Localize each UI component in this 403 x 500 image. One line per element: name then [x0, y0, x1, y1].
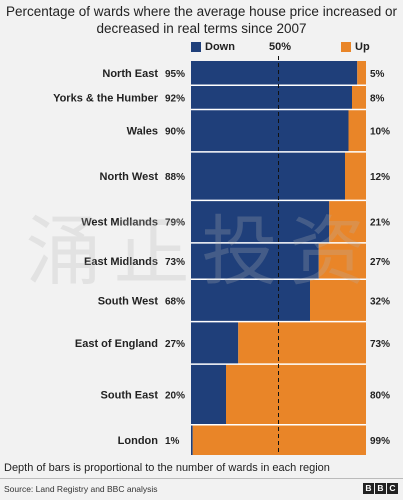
down-value-label: 73%	[165, 257, 185, 268]
bar-down	[191, 242, 319, 280]
bbc-logo: B B C	[363, 483, 398, 494]
up-value-label: 80%	[370, 390, 390, 401]
bar-up	[357, 61, 366, 86]
bar-down	[191, 364, 226, 425]
up-value-label: 5%	[370, 69, 385, 80]
bbc-logo-letter: B	[363, 483, 374, 494]
bar-up	[348, 109, 366, 152]
bar-up	[226, 364, 366, 425]
up-value-label: 73%	[370, 339, 390, 350]
legend-down-swatch	[191, 42, 201, 52]
midpoint-label: 50%	[268, 41, 292, 53]
source-note: Source: Land Registry and BBC analysis	[4, 484, 158, 494]
bar-up	[345, 151, 366, 201]
legend-up-label: Up	[355, 41, 370, 53]
down-value-label: 1%	[165, 436, 180, 447]
category-label: South East	[101, 389, 159, 401]
legend-down: Down	[191, 41, 235, 53]
down-value-label: 27%	[165, 339, 185, 350]
footnote: Depth of bars is proportional to the num…	[4, 462, 330, 474]
category-label: Yorks & the Humber	[53, 92, 159, 104]
bbc-logo-letter: C	[387, 483, 398, 494]
up-value-label: 32%	[370, 296, 390, 307]
up-value-label: 99%	[370, 436, 390, 447]
bar-down	[191, 321, 239, 365]
category-label: East of England	[75, 338, 158, 350]
bar-up	[352, 85, 366, 110]
category-label: Wales	[127, 126, 158, 138]
bbc-logo-letter: B	[375, 483, 386, 494]
bar-down	[191, 109, 349, 152]
category-label: London	[118, 435, 159, 447]
up-value-label: 21%	[370, 218, 390, 229]
bar-up	[238, 321, 366, 365]
stacked-bar-chart: North East 95% 5% Yorks & the Humber 92% 8% Wa…	[53, 56, 390, 455]
bar-down	[191, 424, 193, 455]
down-value-label: 79%	[165, 218, 185, 229]
chart-title: Percentage of wards where the average ho…	[6, 4, 397, 36]
legend-up-swatch	[341, 42, 351, 52]
down-value-label: 92%	[165, 93, 185, 104]
down-value-label: 20%	[165, 390, 185, 401]
down-value-label: 95%	[165, 69, 185, 80]
bar-down	[191, 61, 358, 86]
up-value-label: 8%	[370, 93, 385, 104]
bar-up	[329, 200, 366, 243]
down-value-label: 88%	[165, 172, 185, 183]
up-value-label: 27%	[370, 257, 390, 268]
divider	[0, 478, 403, 479]
legend-up: Up	[341, 41, 370, 53]
bar-down	[191, 200, 330, 243]
bar-up	[192, 424, 366, 455]
down-value-label: 90%	[165, 127, 185, 138]
category-label: South West	[98, 295, 159, 307]
up-value-label: 10%	[370, 127, 390, 138]
bar-down	[191, 279, 310, 322]
category-label: East Midlands	[84, 256, 158, 268]
bar-up	[318, 242, 366, 280]
down-value-label: 68%	[165, 296, 185, 307]
legend-down-label: Down	[205, 41, 235, 53]
bar-down	[191, 85, 352, 110]
category-label: North East	[102, 68, 158, 80]
category-label: West Midlands	[81, 217, 158, 229]
up-value-label: 12%	[370, 172, 390, 183]
bar-down	[191, 151, 345, 201]
category-label: North West	[100, 171, 159, 183]
bar-up	[310, 279, 366, 322]
